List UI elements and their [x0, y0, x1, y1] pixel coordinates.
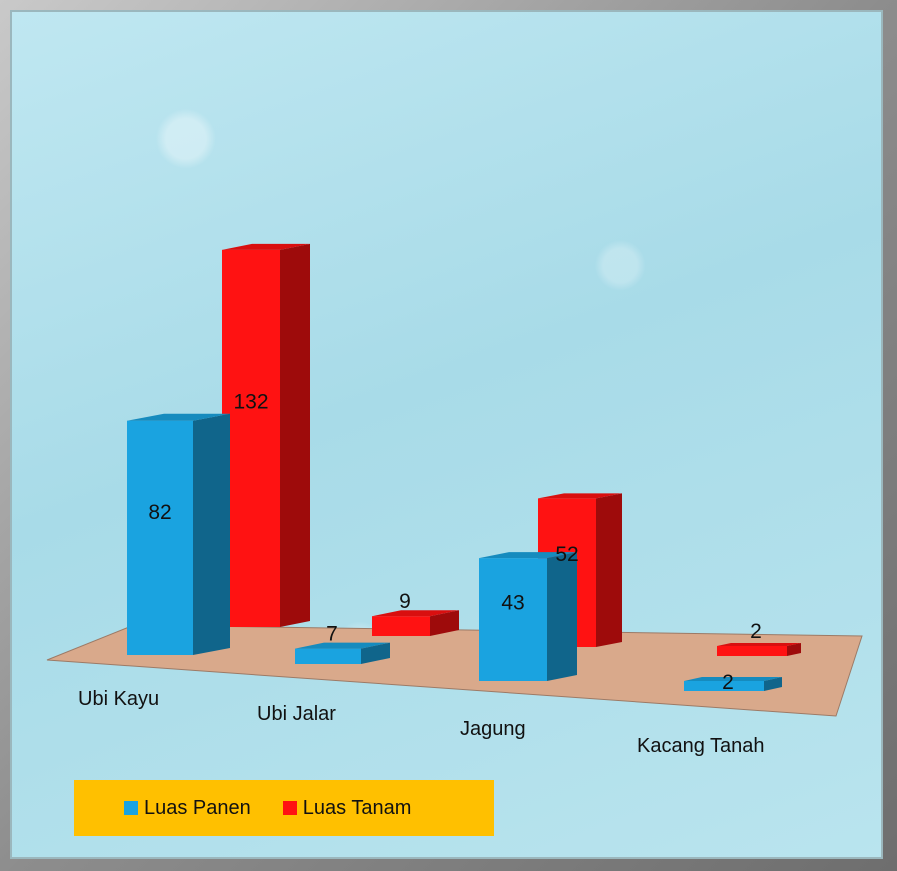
value-label-tanam-0: 132 [233, 390, 268, 413]
value-label-tanam-1: 9 [399, 590, 411, 613]
bar-front [479, 558, 547, 681]
bar-side [547, 552, 577, 681]
legend-label-luas-panen: Luas Panen [144, 796, 251, 819]
category-label-2: Jagung [460, 718, 526, 740]
bar-front [222, 249, 280, 627]
bar-panen-0 [127, 413, 230, 655]
legend-swatch-luas-tanam [282, 801, 297, 815]
category-label-3: Kacang Tanah [637, 735, 765, 757]
bar-front [295, 648, 361, 664]
bar-top [372, 610, 459, 617]
category-label-0: Ubi Kayu [78, 688, 159, 710]
bar-side [193, 413, 230, 655]
bar-panen-1 [295, 642, 390, 664]
bar-front [684, 681, 764, 691]
bar-side [596, 493, 622, 647]
bar-front [127, 420, 193, 655]
bar-top [717, 643, 801, 646]
bar-panen-3 [684, 677, 782, 691]
bar-side [430, 610, 459, 636]
value-labels-group: 132 82 9 7 52 43 2 2 [148, 390, 762, 694]
bar-tanam-3 [717, 643, 801, 656]
bar-tanam-0 [222, 243, 310, 627]
value-label-panen-1: 7 [326, 623, 338, 646]
bar-front [372, 616, 430, 636]
legend: Luas Panen Luas Tanam [74, 780, 494, 836]
bar-front [717, 646, 787, 656]
bar-top [479, 552, 577, 559]
bar-top [538, 493, 622, 499]
value-label-tanam-3: 2 [750, 620, 762, 643]
bar-side [787, 643, 801, 656]
bar-top [684, 677, 782, 681]
chart-floor [46, 624, 863, 717]
value-label-panen-2: 43 [501, 592, 524, 615]
value-label-panen-0: 82 [148, 501, 171, 524]
legend-item-luas-tanam: Luas Tanam [282, 796, 412, 820]
bar-side [361, 642, 390, 664]
bar-top [222, 243, 310, 250]
bar-panen-2 [479, 552, 577, 681]
category-label-1: Ubi Jalar [257, 703, 336, 725]
bar-top [295, 642, 390, 649]
bar-side [280, 243, 310, 627]
bar-side [764, 677, 782, 691]
legend-swatch-luas-panen [124, 801, 138, 815]
category-labels-group: Ubi Kayu Ubi Jalar Jagung Kacang Tanah [78, 688, 765, 757]
bars-group [127, 243, 801, 691]
bar-top [127, 413, 230, 421]
value-label-panen-3: 2 [722, 671, 734, 694]
legend-item-luas-panen: Luas Panen [124, 797, 251, 820]
value-label-tanam-2: 52 [555, 543, 578, 566]
bar-tanam-1 [372, 610, 459, 636]
legend-label-luas-tanam: Luas Tanam [302, 796, 412, 819]
